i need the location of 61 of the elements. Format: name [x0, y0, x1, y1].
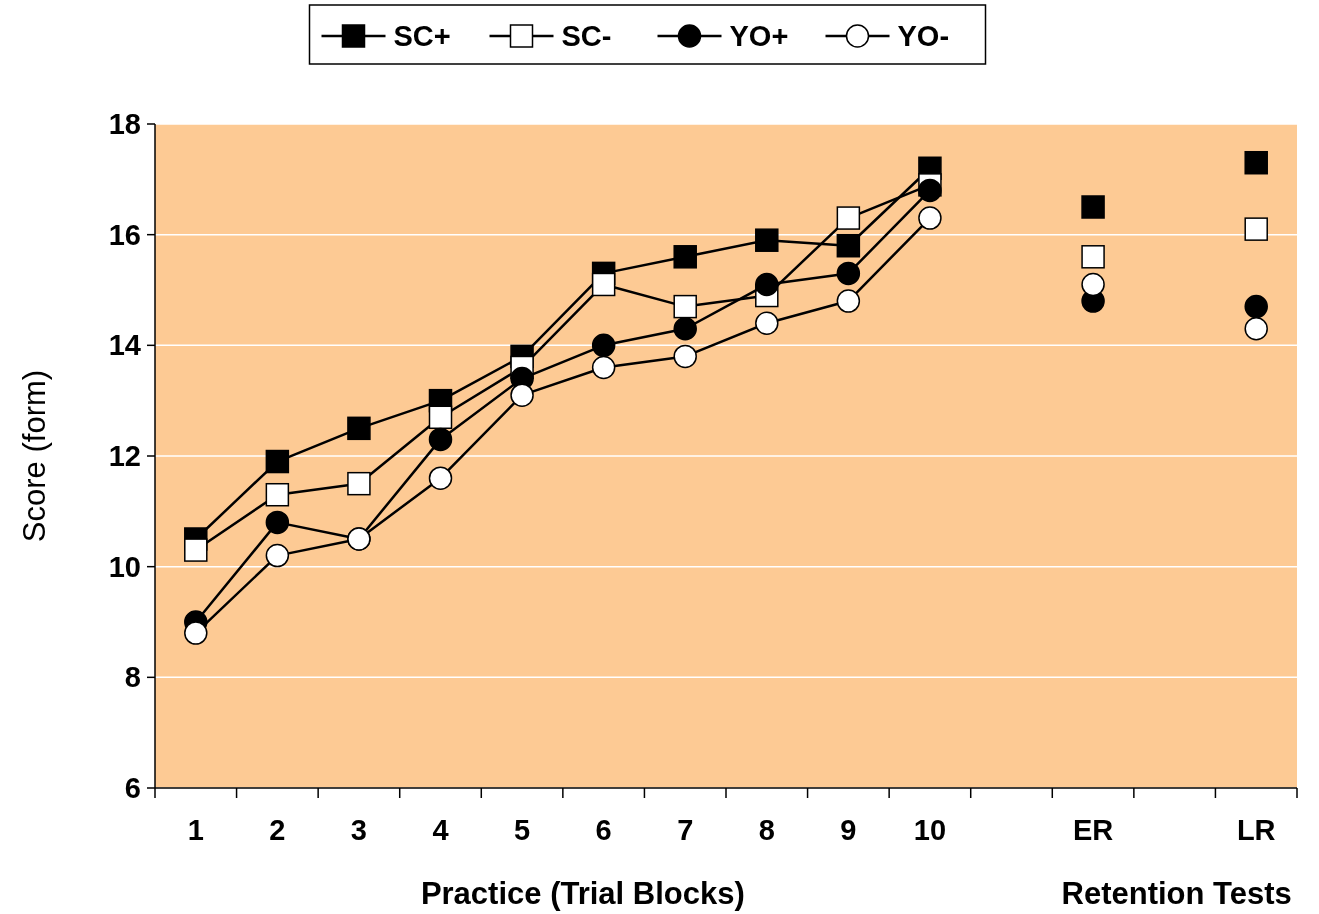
x-tick-label: ER: [1072, 814, 1114, 846]
x-axis-title: Practice (Trial Blocks): [420, 876, 745, 911]
point: [428, 427, 453, 452]
point: [265, 510, 290, 535]
point: [1081, 272, 1105, 297]
point: [755, 228, 779, 252]
point: [184, 538, 208, 562]
point: [673, 294, 697, 319]
point: [836, 233, 861, 258]
point: [1244, 217, 1268, 241]
point: [428, 466, 453, 490]
y-tick-label: 8: [124, 661, 141, 694]
point: [347, 416, 371, 441]
point: [1081, 245, 1105, 269]
legend-label: SC+: [393, 20, 451, 53]
point: [265, 543, 290, 568]
point: [510, 383, 534, 407]
point: [265, 449, 290, 474]
point: [755, 272, 779, 297]
point: [347, 471, 371, 496]
point: [1244, 316, 1268, 341]
x-tick-label: 3: [350, 814, 367, 846]
x-tick-label: 9: [840, 814, 857, 846]
legend-label: YO-: [897, 20, 950, 53]
point: [1244, 294, 1268, 319]
x-tick-label: 4: [432, 814, 449, 846]
point: [1081, 195, 1105, 219]
y-tick-label: 6: [124, 772, 141, 805]
y-tick-label: 14: [108, 329, 141, 362]
y-tick-label: 16: [108, 218, 141, 251]
point: [673, 245, 697, 269]
y-tick-label: 12: [108, 440, 141, 473]
point: [836, 206, 861, 230]
y-tick-label: 10: [108, 550, 141, 583]
point: [918, 206, 942, 230]
point: [591, 355, 616, 380]
point: [1244, 150, 1268, 175]
x-tick-label: 7: [677, 814, 694, 846]
point: [591, 272, 616, 297]
point: [836, 289, 861, 313]
point: [836, 261, 861, 286]
point: [918, 178, 942, 203]
x-tick-label: 1: [187, 814, 204, 846]
legend-label: YO+: [729, 20, 789, 53]
text: Retention Tests: [1061, 876, 1292, 911]
x-tick-label: 10: [913, 814, 947, 846]
x-tick-label: 8: [758, 814, 775, 846]
x-tick-label: 2: [269, 814, 286, 846]
point: [673, 316, 697, 341]
y-axis-title: Score (form): [17, 369, 52, 543]
x-tick-label: 6: [595, 814, 612, 846]
point: [591, 333, 616, 358]
point: [428, 405, 453, 430]
y-tick-label: 18: [108, 108, 141, 141]
point: [265, 482, 290, 507]
point: [673, 344, 697, 369]
legend-label: SC-: [561, 20, 612, 53]
x-tick-label: 5: [514, 814, 531, 846]
x-tick-label: LR: [1236, 814, 1276, 846]
point: [755, 311, 779, 335]
point: [184, 621, 208, 645]
